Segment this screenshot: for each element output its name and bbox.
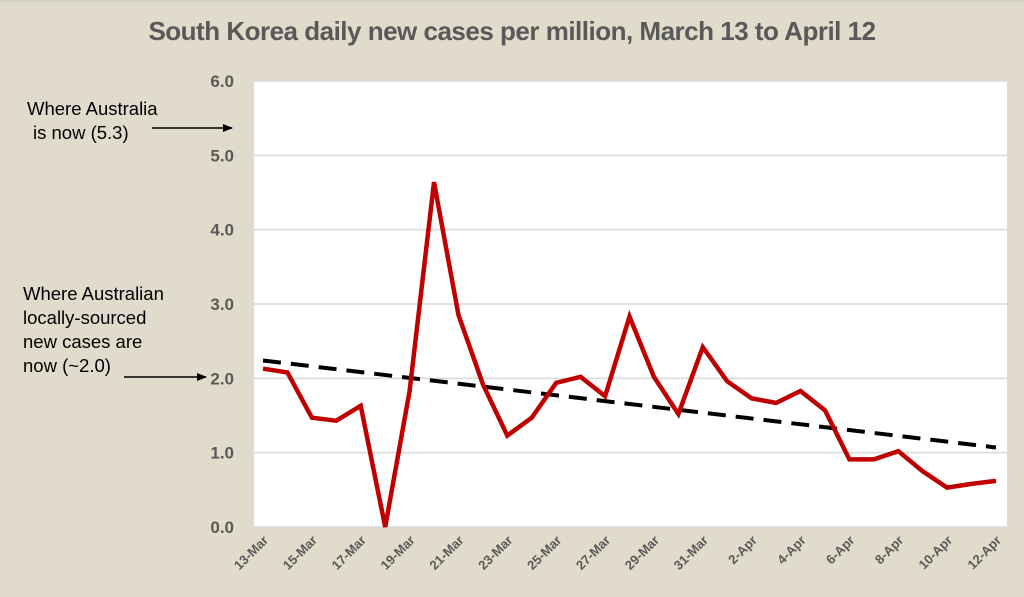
x-tick-label: 13-Mar [231, 533, 271, 573]
data-point [383, 525, 387, 529]
annotation-line: Where Australia [27, 98, 158, 119]
data-point [603, 394, 607, 398]
data-point [872, 457, 876, 461]
x-tick-label: 23-Mar [475, 533, 515, 573]
data-point [408, 389, 412, 393]
x-tick-label: 10-Apr [916, 533, 956, 573]
x-tick-label: 19-Mar [377, 533, 417, 573]
x-tick-label: 8-Apr [872, 533, 907, 568]
data-point [359, 404, 363, 408]
x-tick-label: 27-Mar [573, 533, 613, 573]
x-tick-label: 21-Mar [426, 533, 466, 573]
data-point [970, 482, 974, 486]
data-point [652, 375, 656, 379]
annotation-line: now (~2.0) [23, 355, 111, 376]
data-point [725, 379, 729, 383]
x-tick-label: 25-Mar [524, 533, 564, 573]
data-point [799, 389, 803, 393]
data-point [310, 416, 314, 420]
data-point [261, 367, 265, 371]
y-tick-label: 1.0 [210, 444, 234, 463]
data-point [921, 469, 925, 473]
x-tick-label: 4-Apr [774, 533, 809, 568]
y-tick-label: 3.0 [210, 295, 234, 314]
data-point [994, 479, 998, 483]
y-tick-label: 4.0 [210, 221, 234, 240]
annotation-line: is now (5.3) [33, 122, 129, 143]
data-point [554, 381, 558, 385]
y-tick-label: 5.0 [210, 146, 234, 165]
chart-title: South Korea daily new cases per million,… [148, 16, 876, 46]
x-tick-label: 29-Mar [622, 533, 662, 573]
x-tick-label: 6-Apr [823, 533, 858, 568]
x-tick-label: 17-Mar [329, 533, 369, 573]
x-tick-label: 31-Mar [671, 533, 711, 573]
data-point [481, 382, 485, 386]
data-point [774, 401, 778, 405]
data-point [432, 180, 436, 184]
x-tick-label: 2-Apr [725, 533, 760, 568]
data-point [334, 419, 338, 423]
data-point [676, 412, 680, 416]
data-point [945, 486, 949, 490]
annotation-line: locally-sourced [23, 307, 147, 328]
y-tick-label: 2.0 [210, 369, 234, 388]
trend-line [262, 358, 997, 450]
data-point [750, 396, 754, 400]
data-point [628, 315, 632, 319]
annotation-australia-now: Where Australia is now (5.3) [27, 97, 158, 145]
x-tick-label: 12-Apr [964, 533, 1004, 573]
data-point [505, 434, 509, 438]
annotation-line: Where Australian [23, 283, 164, 304]
x-tick-label: 15-Mar [280, 533, 320, 573]
data-point [701, 345, 705, 349]
data-point [896, 449, 900, 453]
data-point [285, 370, 289, 374]
data-point [579, 375, 583, 379]
annotation-line: new cases are [23, 331, 143, 352]
y-tick-label: 6.0 [210, 72, 234, 91]
annotation-australia-local: Where Australian locally-sourced new cas… [23, 282, 164, 378]
series-line [262, 181, 997, 528]
data-point [456, 313, 460, 317]
data-point [847, 457, 851, 461]
y-tick-label: 0.0 [210, 518, 234, 537]
data-point [823, 408, 827, 412]
data-point [530, 416, 534, 420]
